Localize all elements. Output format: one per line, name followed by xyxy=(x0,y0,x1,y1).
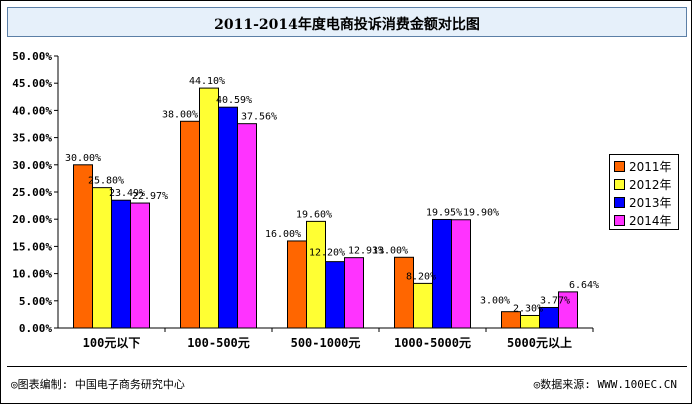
legend: 2011年 2012年 2013年 2014年 xyxy=(609,154,679,230)
legend-swatch xyxy=(614,178,625,190)
bar xyxy=(287,240,307,329)
title-bar: 2011-2014年度电商投诉消费金额对比图 xyxy=(7,7,687,37)
y-tick-label: 30.00% xyxy=(12,159,52,172)
y-tick-label: 35.00% xyxy=(12,132,52,145)
data-label: 3.77% xyxy=(540,295,570,306)
bar xyxy=(92,187,112,329)
footer-compiler-note: ◎图表编制: 中国电子商务研究中心 xyxy=(11,378,185,391)
bar xyxy=(73,164,93,329)
legend-swatch xyxy=(614,214,625,226)
y-tick-label: 15.00% xyxy=(12,240,52,253)
data-label: 44.10% xyxy=(189,76,225,87)
legend-label: 2014年 xyxy=(629,213,672,228)
data-label: 25.80% xyxy=(88,176,124,187)
axes: 0.00% 5.00% 10.00% 15.00% 20.00% 25.00% 30.00%… xyxy=(12,50,594,350)
x-tick-label: 500-1000元 xyxy=(291,336,361,350)
legend-item: 2012年 xyxy=(614,175,674,193)
x-tick-label: 5000元以上 xyxy=(507,335,572,350)
bar xyxy=(199,87,219,329)
data-label: 37.56% xyxy=(241,112,277,123)
y-tick-label: 10.00% xyxy=(12,268,52,281)
bar xyxy=(130,202,150,329)
x-tick-label: 1000-5000元 xyxy=(394,336,471,350)
data-label: 19.60% xyxy=(296,209,332,220)
bar xyxy=(218,106,238,329)
bar xyxy=(111,199,131,329)
bar xyxy=(237,123,257,329)
data-label: 8.20% xyxy=(406,271,436,282)
data-label: 16.00% xyxy=(265,229,301,240)
bar xyxy=(180,120,200,329)
bar xyxy=(451,219,471,329)
data-label: 19.90% xyxy=(463,208,499,219)
legend-label: 2011年 xyxy=(629,159,672,174)
data-label: 6.64% xyxy=(569,280,599,291)
data-labels: 30.00% 25.80%23.49%22.97% 38.00% 44.10% 40.5… xyxy=(65,76,599,314)
footer-source-note: ◎数据来源: WWW.100EC.CN xyxy=(533,378,677,391)
data-label: 40.59% xyxy=(216,95,252,106)
bar xyxy=(413,282,433,329)
bar xyxy=(394,256,414,329)
legend-item: 2011年 xyxy=(614,157,674,175)
y-tick-label: 45.00% xyxy=(12,77,52,90)
y-tick-label: 40.00% xyxy=(12,104,52,117)
legend-label: 2012年 xyxy=(629,177,672,192)
data-label: 12.93% xyxy=(348,246,384,257)
data-label: 3.00% xyxy=(480,296,510,307)
data-label: 2.30% xyxy=(513,303,543,314)
data-label: 19.95% xyxy=(426,207,462,218)
y-tick-label: 50.00% xyxy=(12,50,52,63)
legend-item: 2014年 xyxy=(614,211,674,229)
y-tick-label: 5.00% xyxy=(19,295,52,308)
data-label: 22.97% xyxy=(132,191,168,202)
y-tick-label: 0.00% xyxy=(19,322,52,335)
data-label: 13.00% xyxy=(372,245,408,256)
bar xyxy=(344,257,364,329)
legend-swatch xyxy=(614,196,625,208)
bar xyxy=(558,291,578,329)
bars xyxy=(73,87,578,329)
data-label: 30.00% xyxy=(65,153,101,164)
footer-divider xyxy=(7,366,687,367)
legend-item: 2013年 xyxy=(614,193,674,211)
bar xyxy=(306,220,326,329)
data-label: 12.20% xyxy=(309,248,345,259)
legend-label: 2013年 xyxy=(629,195,672,210)
legend-swatch xyxy=(614,160,625,172)
x-tick-label: 100-500元 xyxy=(187,336,250,350)
x-tick-label: 100元以下 xyxy=(83,336,141,350)
bar xyxy=(520,314,540,329)
y-tick-label: 25.00% xyxy=(12,186,52,199)
data-label: 38.00% xyxy=(162,109,198,120)
y-tick-label: 20.00% xyxy=(12,213,52,226)
data-label: 23.49% xyxy=(109,188,145,199)
bar xyxy=(325,261,345,329)
chart-title: 2011-2014年度电商投诉消费金额对比图 xyxy=(214,17,480,33)
